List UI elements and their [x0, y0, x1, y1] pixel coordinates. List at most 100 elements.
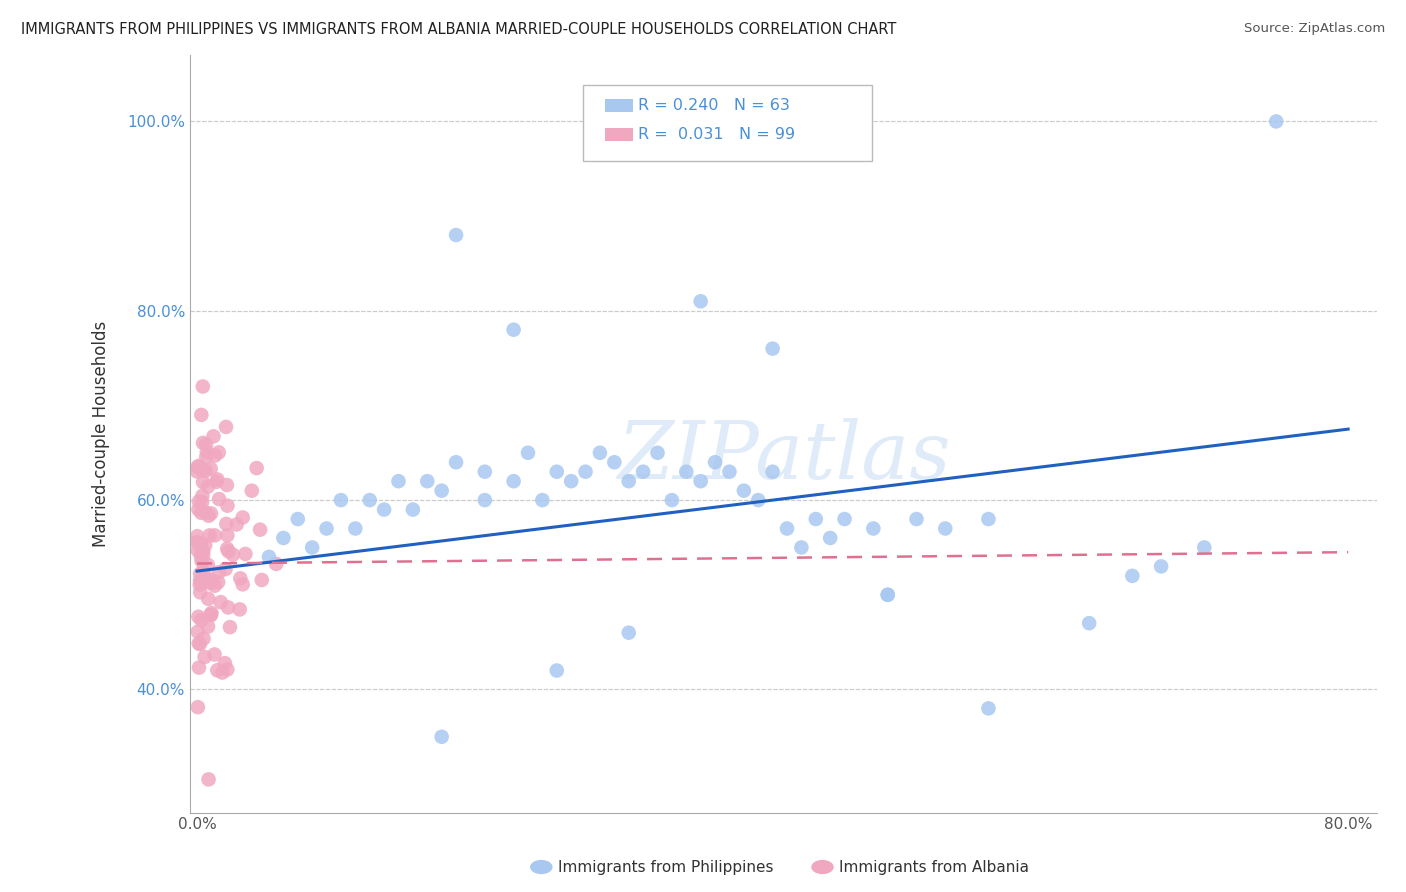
Point [197, 619, 219, 633]
Point [187, 609, 209, 624]
Point [215, 420, 238, 434]
Point [190, 613, 212, 627]
Point [200, 606, 222, 620]
Point [246, 461, 269, 475]
Point [502, 474, 524, 488]
Point [1265, 114, 1288, 128]
Point [214, 562, 236, 576]
Point [194, 538, 217, 552]
Point [186, 535, 208, 549]
Point [834, 512, 856, 526]
Point [187, 700, 209, 714]
Point [209, 595, 232, 609]
Point [190, 574, 212, 588]
Point [329, 493, 352, 508]
Point [188, 578, 211, 592]
Point [198, 575, 221, 590]
Point [430, 730, 453, 744]
Point [315, 522, 337, 536]
Point [204, 449, 226, 463]
Point [191, 549, 214, 563]
Point [217, 541, 239, 556]
Point [198, 573, 221, 587]
Point [186, 529, 208, 543]
Point [219, 620, 242, 634]
Point [250, 573, 273, 587]
Point [387, 474, 409, 488]
Point [187, 502, 209, 516]
Point [876, 588, 898, 602]
Point [187, 458, 209, 473]
Point [207, 473, 229, 487]
Point [194, 649, 217, 664]
Point [647, 446, 669, 460]
Point [474, 465, 496, 479]
Text: R = 0.240   N = 63: R = 0.240 N = 63 [638, 98, 790, 112]
Point [187, 536, 209, 550]
Point [1078, 616, 1101, 631]
Point [733, 483, 755, 498]
Point [977, 701, 1000, 715]
Point [617, 625, 640, 640]
Point [474, 493, 496, 508]
Point [190, 549, 212, 564]
Point [502, 323, 524, 337]
Point [195, 450, 218, 464]
Point [208, 566, 231, 580]
Point [195, 437, 218, 451]
Point [187, 494, 209, 508]
Point [546, 664, 568, 678]
Point [977, 512, 1000, 526]
Point [200, 573, 222, 587]
Point [229, 571, 252, 585]
Point [257, 549, 280, 564]
Point [204, 648, 226, 662]
Point [200, 607, 222, 622]
Y-axis label: Married-couple Households: Married-couple Households [93, 321, 110, 547]
Point [589, 446, 612, 460]
Point [934, 522, 956, 536]
Point [718, 465, 741, 479]
Point [704, 455, 727, 469]
Point [200, 461, 222, 475]
Point [207, 575, 229, 590]
Point [818, 531, 841, 545]
Point [208, 445, 231, 459]
Point [217, 544, 239, 558]
Point [617, 474, 640, 488]
Point [204, 579, 226, 593]
Point [200, 608, 222, 623]
Point [187, 624, 209, 639]
Point [205, 475, 228, 489]
Point [191, 475, 214, 489]
Point [190, 545, 212, 559]
Point [689, 294, 711, 309]
Point [225, 517, 247, 532]
Point [402, 502, 425, 516]
Point [193, 544, 215, 558]
Point [187, 543, 209, 558]
Point [186, 465, 208, 479]
Point [190, 536, 212, 550]
Point [264, 557, 287, 571]
Point [444, 455, 467, 469]
Point [790, 541, 813, 555]
Point [1121, 569, 1143, 583]
Point [905, 512, 928, 526]
Point [197, 772, 219, 787]
Point [197, 591, 219, 606]
Point [675, 465, 697, 479]
Point [188, 585, 211, 599]
Point [373, 502, 395, 516]
Point [214, 656, 236, 670]
Point [217, 499, 239, 513]
Text: R =  0.031   N = 99: R = 0.031 N = 99 [638, 128, 796, 142]
Point [444, 227, 467, 242]
Point [603, 455, 626, 469]
Point [188, 566, 211, 581]
Point [531, 493, 554, 508]
Point [193, 564, 215, 578]
Point [747, 493, 769, 508]
Point [235, 547, 257, 561]
Point [188, 660, 211, 674]
